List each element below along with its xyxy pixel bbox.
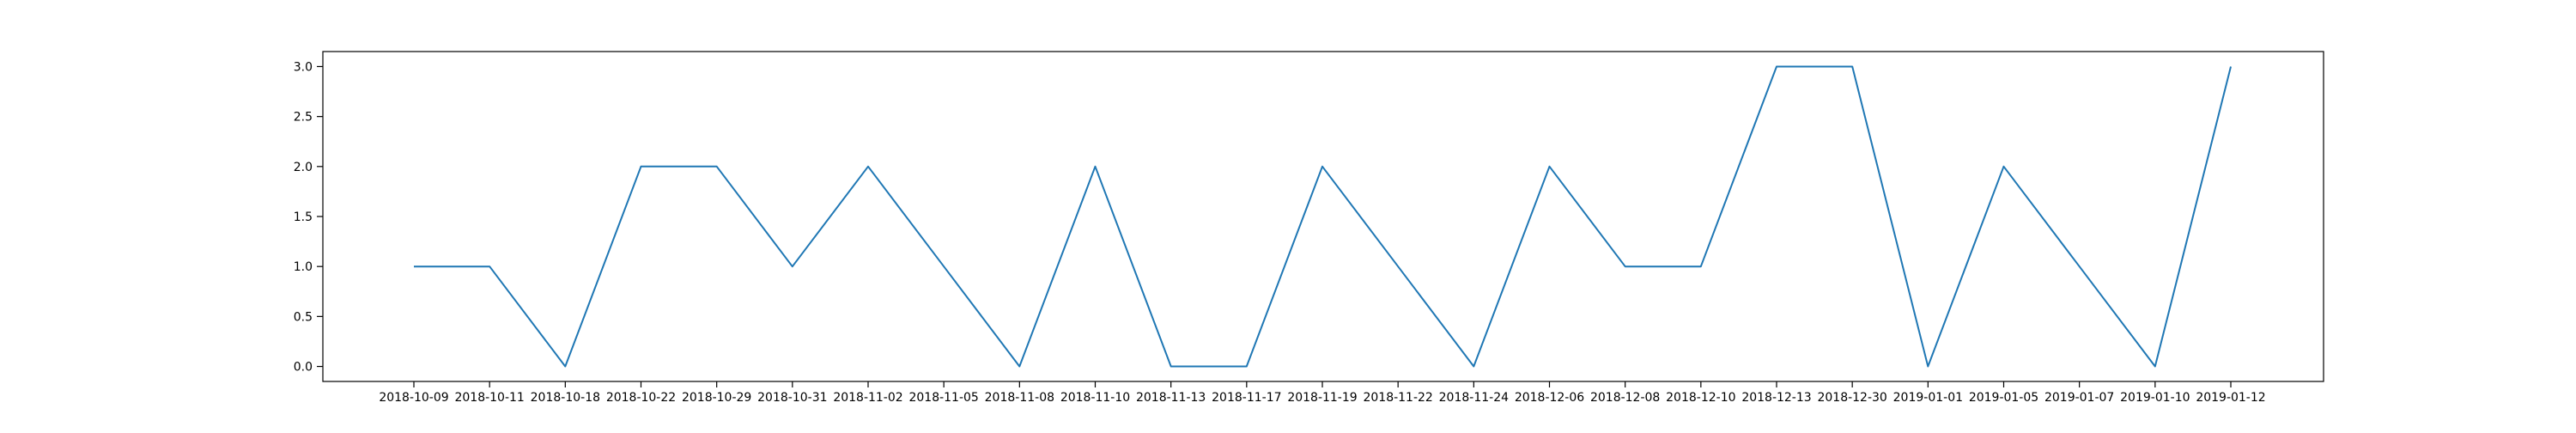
x-tick-label: 2018-12-13 xyxy=(1741,391,1811,405)
x-tick-label: 2018-11-08 xyxy=(985,391,1054,405)
x-tick-label: 2018-11-02 xyxy=(833,391,902,405)
y-tick-label: 2.0 xyxy=(294,161,313,174)
x-tick-label: 2018-10-09 xyxy=(379,391,448,405)
plot-area-frame xyxy=(322,51,2324,382)
x-tick-label: 2019-01-12 xyxy=(2196,391,2265,405)
y-tick-label: 3.0 xyxy=(294,60,313,74)
x-axis: 2018-10-09 2018-10-11 2018-10-18 2018-10-22… xyxy=(379,381,2266,405)
x-tick-label: 2018-10-18 xyxy=(531,391,600,405)
x-tick-label: 2018-11-05 xyxy=(908,391,978,405)
x-tick-label: 2018-11-10 xyxy=(1060,391,1130,405)
x-tick-label: 2019-01-05 xyxy=(1969,391,2038,405)
x-tick-label: 2018-10-31 xyxy=(757,391,827,405)
x-tick-label: 2019-01-07 xyxy=(2044,391,2114,405)
series-layer xyxy=(414,65,2232,368)
x-tick-label: 2018-12-08 xyxy=(1590,391,1660,405)
x-tick-label: 2019-01-01 xyxy=(1893,391,1963,405)
x-tick-label: 2018-11-22 xyxy=(1363,391,1432,405)
x-tick-label: 2018-10-11 xyxy=(454,391,524,405)
x-tick-label: 2018-12-06 xyxy=(1515,391,1584,405)
x-tick-label: 2018-10-29 xyxy=(682,391,751,405)
x-tick-label: 2018-10-22 xyxy=(606,391,676,405)
x-tick-label: 2019-01-10 xyxy=(2120,391,2190,405)
series-line xyxy=(414,65,2232,368)
x-tick-label: 2018-11-24 xyxy=(1439,391,1509,405)
y-tick-label: 2.5 xyxy=(294,111,313,125)
x-tick-label: 2018-11-13 xyxy=(1136,391,1206,405)
y-tick-label: 1.0 xyxy=(294,260,313,274)
y-axis: 0.0 0.5 1.0 1.5 2.0 2.5 3.0 xyxy=(294,60,323,375)
x-tick-label: 2018-11-19 xyxy=(1287,391,1357,405)
x-tick-label: 2018-11-17 xyxy=(1212,391,1281,405)
y-tick-label: 1.5 xyxy=(294,210,313,224)
y-tick-label: 0.5 xyxy=(294,310,313,324)
x-tick-label: 2018-12-10 xyxy=(1666,391,1735,405)
x-tick-label: 2018-12-30 xyxy=(1817,391,1886,405)
y-tick-label: 0.0 xyxy=(294,361,313,375)
